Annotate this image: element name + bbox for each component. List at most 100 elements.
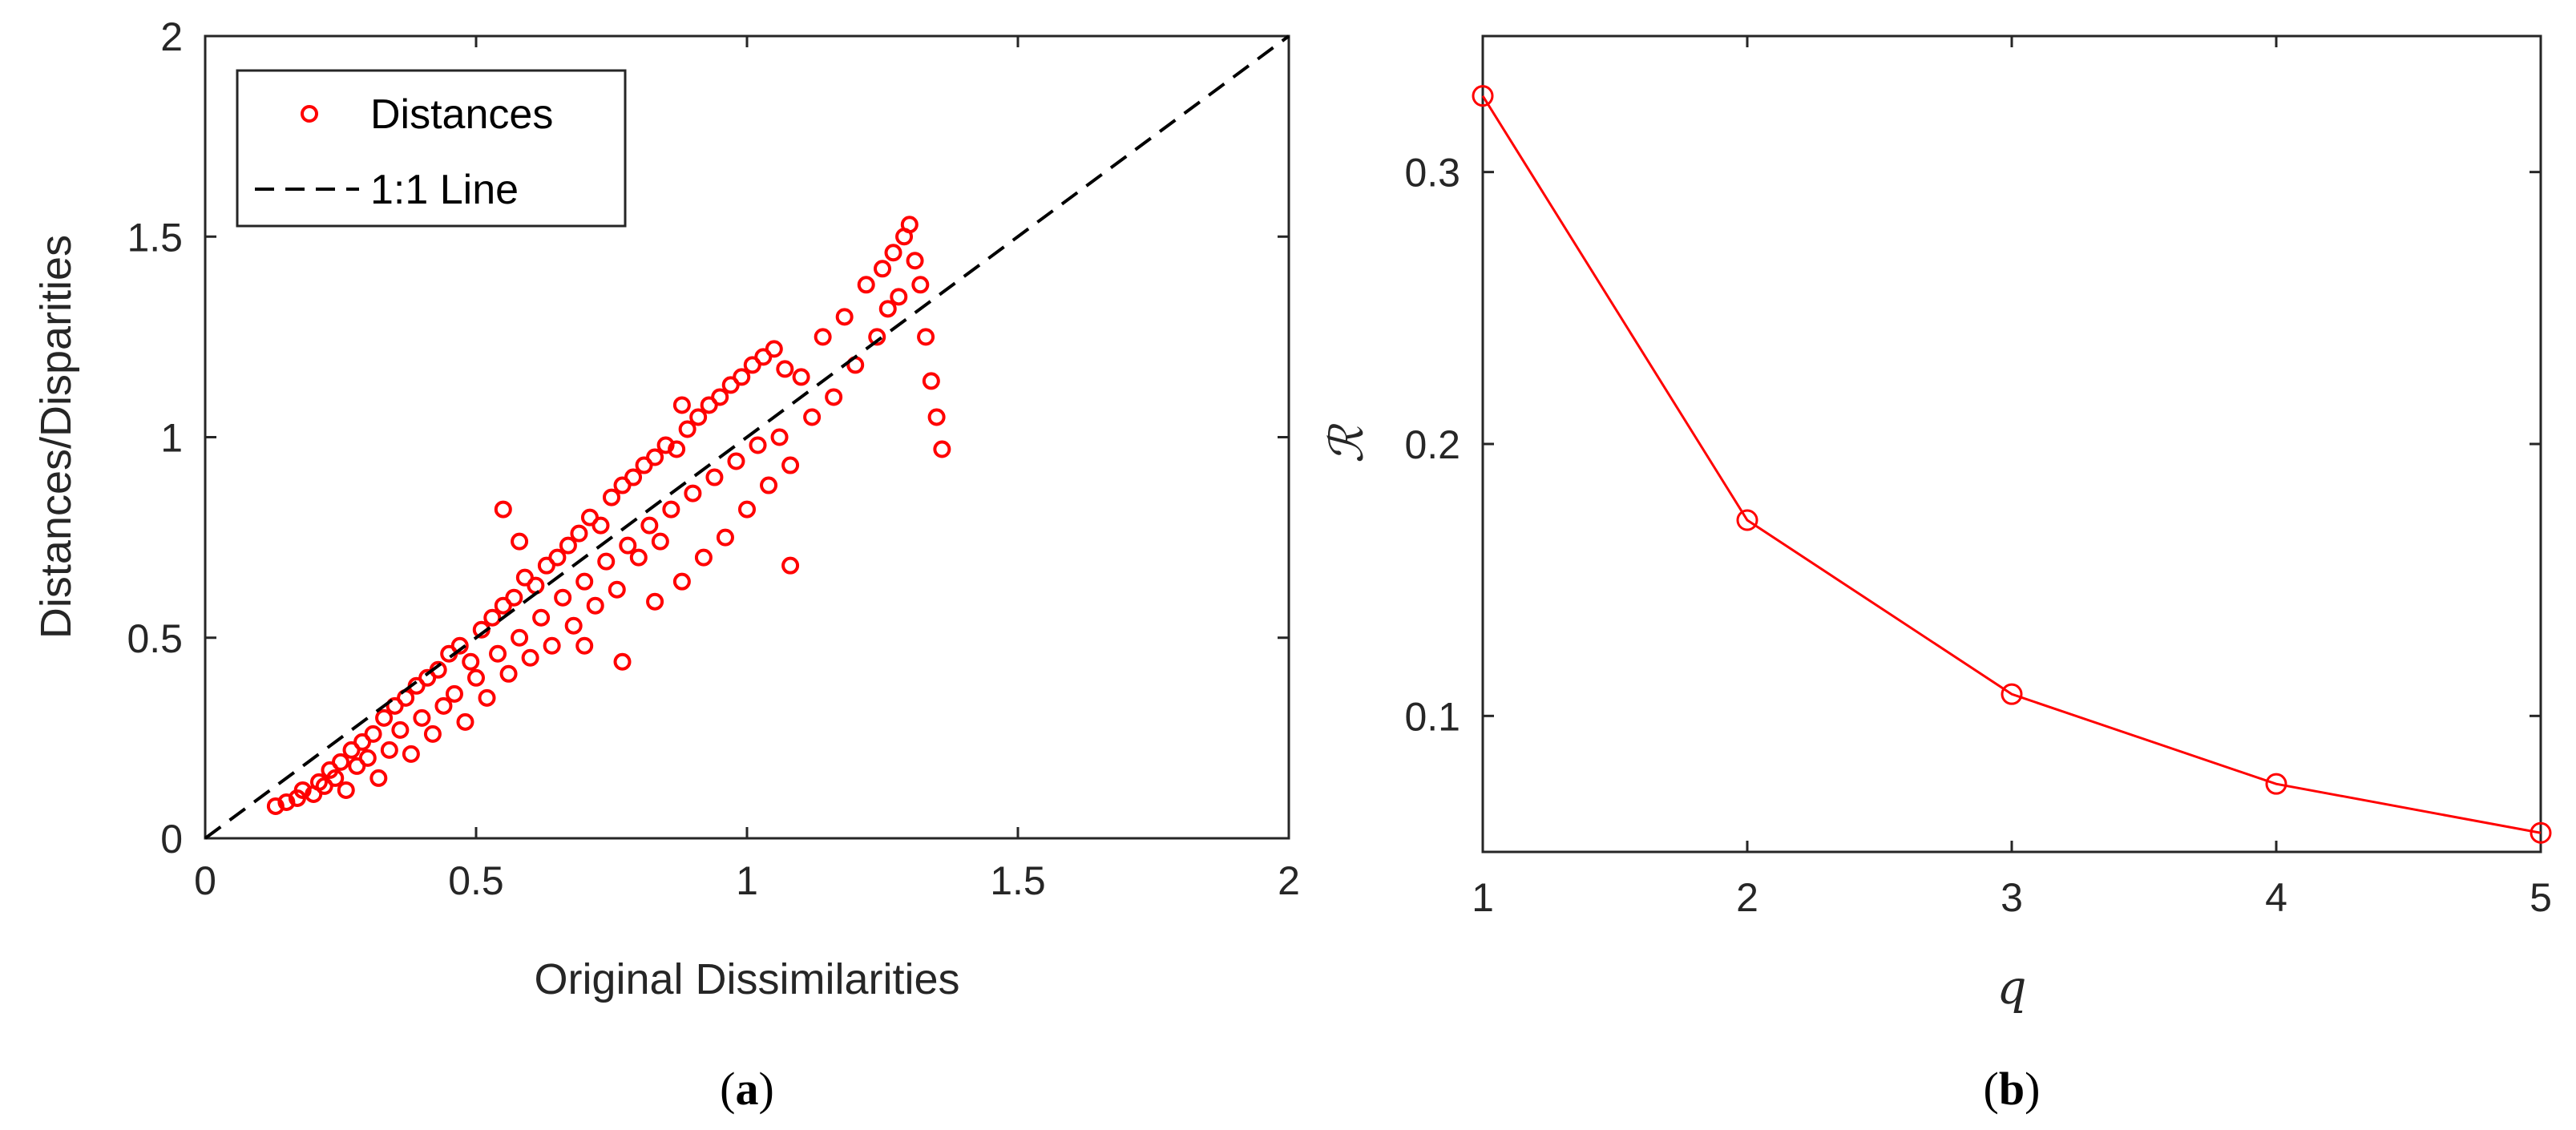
panel-b-x-tick-label: 3 — [2001, 875, 2023, 920]
distance-point — [646, 592, 664, 611]
panel-b-caption-letter: b — [1999, 1063, 2025, 1115]
distance-point — [684, 484, 702, 502]
panel-b-x-tick-label: 1 — [1472, 875, 1494, 920]
distance-point — [483, 608, 502, 627]
distance-point — [511, 532, 529, 551]
panel-b-y-axis-title: ℛ — [1319, 423, 1374, 463]
distance-point — [467, 668, 485, 687]
distance-point — [499, 664, 518, 683]
distance-point — [527, 576, 545, 595]
panel-b-y-tick-label: 0.3 — [1404, 151, 1460, 196]
distance-point — [874, 260, 891, 278]
panel-b-caption: (b) — [1984, 1063, 2041, 1115]
panel-b-y-tick-label: 0.1 — [1404, 694, 1460, 739]
distance-point — [933, 440, 951, 458]
distance-point — [738, 500, 756, 519]
panel-b-x-tick-label: 4 — [2265, 875, 2287, 920]
distance-point — [825, 388, 843, 406]
distance-point — [543, 636, 561, 655]
distance-point — [646, 448, 664, 466]
panel-a-caption: (a) — [720, 1063, 774, 1115]
distance-point — [326, 769, 345, 787]
distance-point — [857, 276, 875, 294]
distance-point — [656, 436, 675, 454]
panel-a-points — [266, 216, 951, 815]
distance-point — [462, 652, 480, 671]
panel-b-y-tick-label: 0.2 — [1404, 422, 1460, 467]
r-series-point — [1736, 509, 1758, 531]
distance-point — [781, 456, 800, 474]
legend-label-distances: Distances — [370, 91, 553, 138]
distance-point — [494, 500, 512, 519]
distance-point — [337, 781, 355, 799]
distance-point — [770, 428, 789, 446]
distance-point — [608, 580, 626, 599]
one-to-one-line — [204, 34, 1290, 840]
distance-point — [629, 548, 648, 567]
panel-a-caption-letter: a — [736, 1063, 759, 1115]
distance-point — [364, 724, 382, 743]
distance-point — [906, 252, 924, 270]
panel-b-x-tick-label: 5 — [2530, 875, 2552, 920]
r-series-point — [1472, 85, 1494, 107]
distance-point — [413, 708, 431, 727]
distance-point — [564, 616, 583, 635]
distance-point — [456, 712, 474, 731]
distance-point — [397, 688, 415, 707]
r-series-point — [2265, 773, 2287, 795]
panel-a-y-tick-label: 1.5 — [127, 215, 183, 260]
distance-point — [554, 588, 572, 607]
distance-point — [651, 532, 669, 551]
panel-b-x-tick-label: 2 — [1736, 875, 1758, 920]
distance-point — [917, 328, 935, 346]
distance-point — [922, 372, 940, 390]
panel-a-y-tick-label: 2 — [160, 14, 183, 59]
distance-point — [613, 652, 632, 671]
panel-a-y-tick-label: 1 — [160, 416, 183, 461]
legend-box — [236, 69, 627, 228]
panel-b-x-axis-title: q — [1997, 960, 2026, 1015]
distance-point — [792, 368, 810, 386]
panel-a-x-tick-label: 2 — [1278, 858, 1300, 903]
distance-point — [689, 408, 708, 426]
distance-point — [548, 548, 567, 567]
distance-point — [668, 440, 686, 458]
distance-point — [570, 524, 588, 543]
distance-point — [293, 781, 312, 799]
distance-point — [434, 696, 453, 715]
distance-point — [511, 628, 529, 647]
distance-point — [760, 476, 778, 494]
distance-point — [878, 300, 897, 318]
distance-point — [884, 244, 902, 262]
distance-point — [927, 408, 946, 426]
distance-point — [332, 753, 349, 771]
distance-point — [678, 420, 696, 438]
distance-point — [575, 636, 594, 655]
distance-point — [266, 797, 285, 815]
panel-b-points — [1472, 85, 2552, 844]
distance-point — [375, 708, 394, 727]
distance-point — [586, 596, 604, 615]
distance-point — [391, 720, 410, 739]
panel-a-x-axis-title: Original Dissimilarities — [534, 955, 959, 1003]
distance-point — [369, 769, 388, 787]
legend-label-one-to-one: 1:1 Line — [370, 167, 519, 213]
panel-a-y-tick-label: 0 — [160, 817, 183, 862]
legend-marker-distances — [301, 105, 318, 123]
distance-point — [776, 360, 794, 378]
distance-point — [900, 216, 919, 234]
distance-point — [694, 548, 713, 567]
distance-point — [662, 500, 680, 519]
panel-a-x-tick-label: 0 — [194, 858, 216, 903]
distance-point — [733, 368, 751, 386]
distance-point — [672, 572, 691, 591]
distance-point — [358, 749, 377, 767]
distance-point — [597, 552, 616, 571]
r-series-point — [2001, 683, 2023, 705]
distance-point — [727, 452, 745, 470]
r-series-point — [2530, 821, 2552, 844]
panel-b-ticks: 1 2 3 4 5 0.1 0.2 0.3 — [1404, 36, 2552, 920]
panel-a-x-tick-label: 1 — [736, 858, 758, 903]
distance-point — [868, 328, 886, 346]
